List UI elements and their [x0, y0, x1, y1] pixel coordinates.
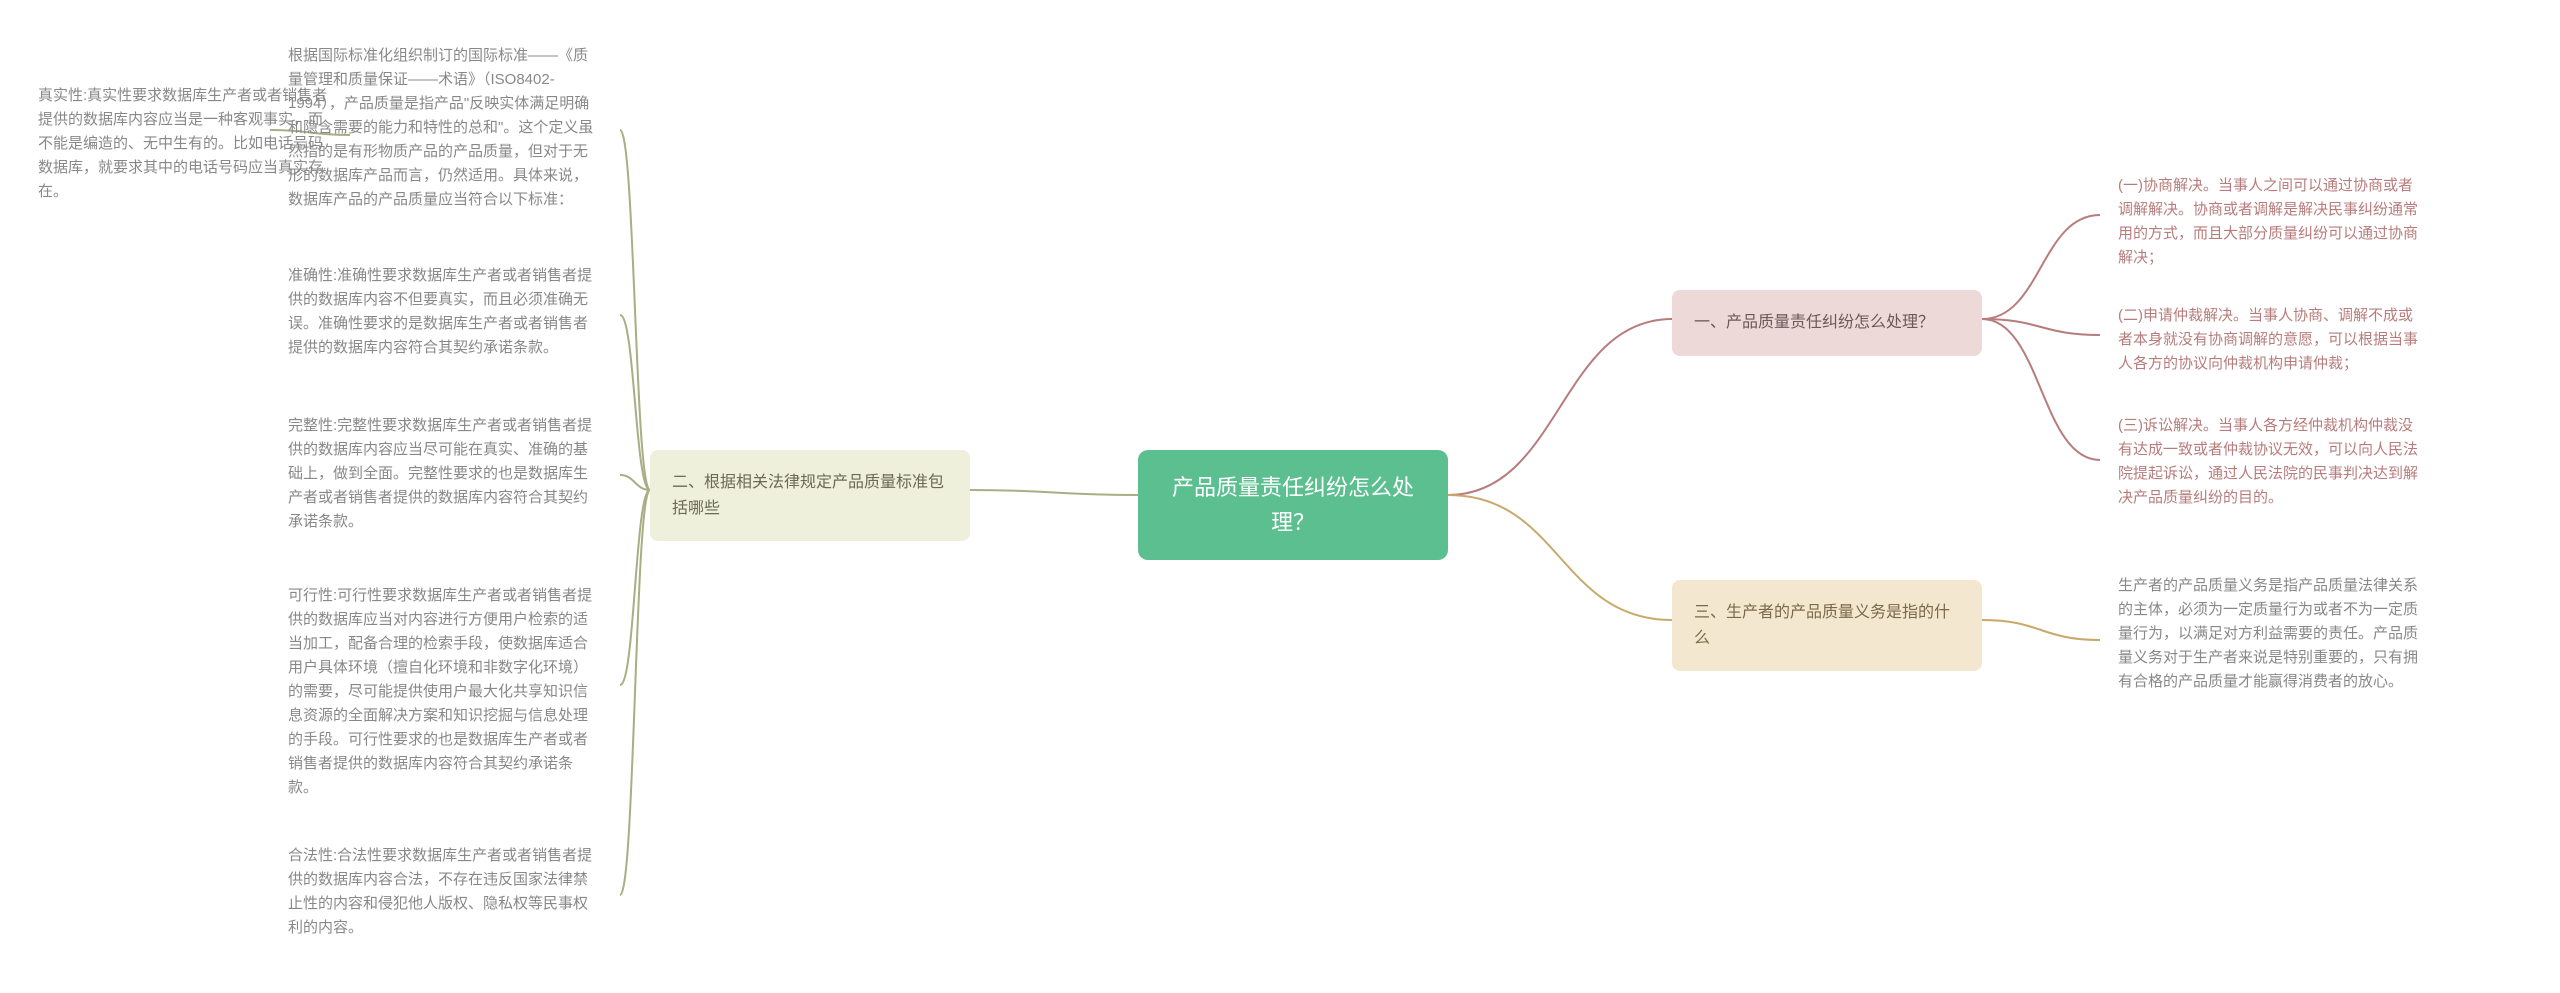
b1c1: (一)协商解决。当事人之间可以通过协商或者调解解决。协商或者调解是解决民事纠纷通…	[2100, 160, 2440, 284]
root: 产品质量责任纠纷怎么处理？	[1138, 450, 1448, 560]
b1: 一、产品质量责任纠纷怎么处理？	[1672, 290, 1982, 356]
b2c2: 准确性:准确性要求数据库生产者或者销售者提供的数据库内容不但要真实，而且必须准确…	[270, 250, 620, 374]
b2c3: 完整性:完整性要求数据库生产者或者销售者提供的数据库内容应当尽可能在真实、准确的…	[270, 400, 620, 548]
mindmap-canvas: { "canvas": { "width": 2560, "height": 9…	[0, 0, 2560, 993]
b3: 三、生产者的产品质量义务是指的什么	[1672, 580, 1982, 671]
b1c3: (三)诉讼解决。当事人各方经仲裁机构仲裁没有达成一致或者仲裁协议无效，可以向人民…	[2100, 400, 2440, 524]
b2c5: 合法性:合法性要求数据库生产者或者销售者提供的数据库内容合法，不存在违反国家法律…	[270, 830, 620, 954]
b2: 二、根据相关法律规定产品质量标准包括哪些	[650, 450, 970, 541]
b1c2: (二)申请仲裁解决。当事人协商、调解不成或者本身就没有协商调解的意愿，可以根据当…	[2100, 290, 2440, 390]
b2c4: 可行性:可行性要求数据库生产者或者销售者提供的数据库应当对内容进行方便用户检索的…	[270, 570, 620, 814]
b3c1: 生产者的产品质量义务是指产品质量法律关系的主体，必须为一定质量行为或者不为一定质…	[2100, 560, 2440, 708]
b2c1: 真实性:真实性要求数据库生产者或者销售者提供的数据库内容应当是一种客观事实，而不…	[20, 70, 350, 218]
